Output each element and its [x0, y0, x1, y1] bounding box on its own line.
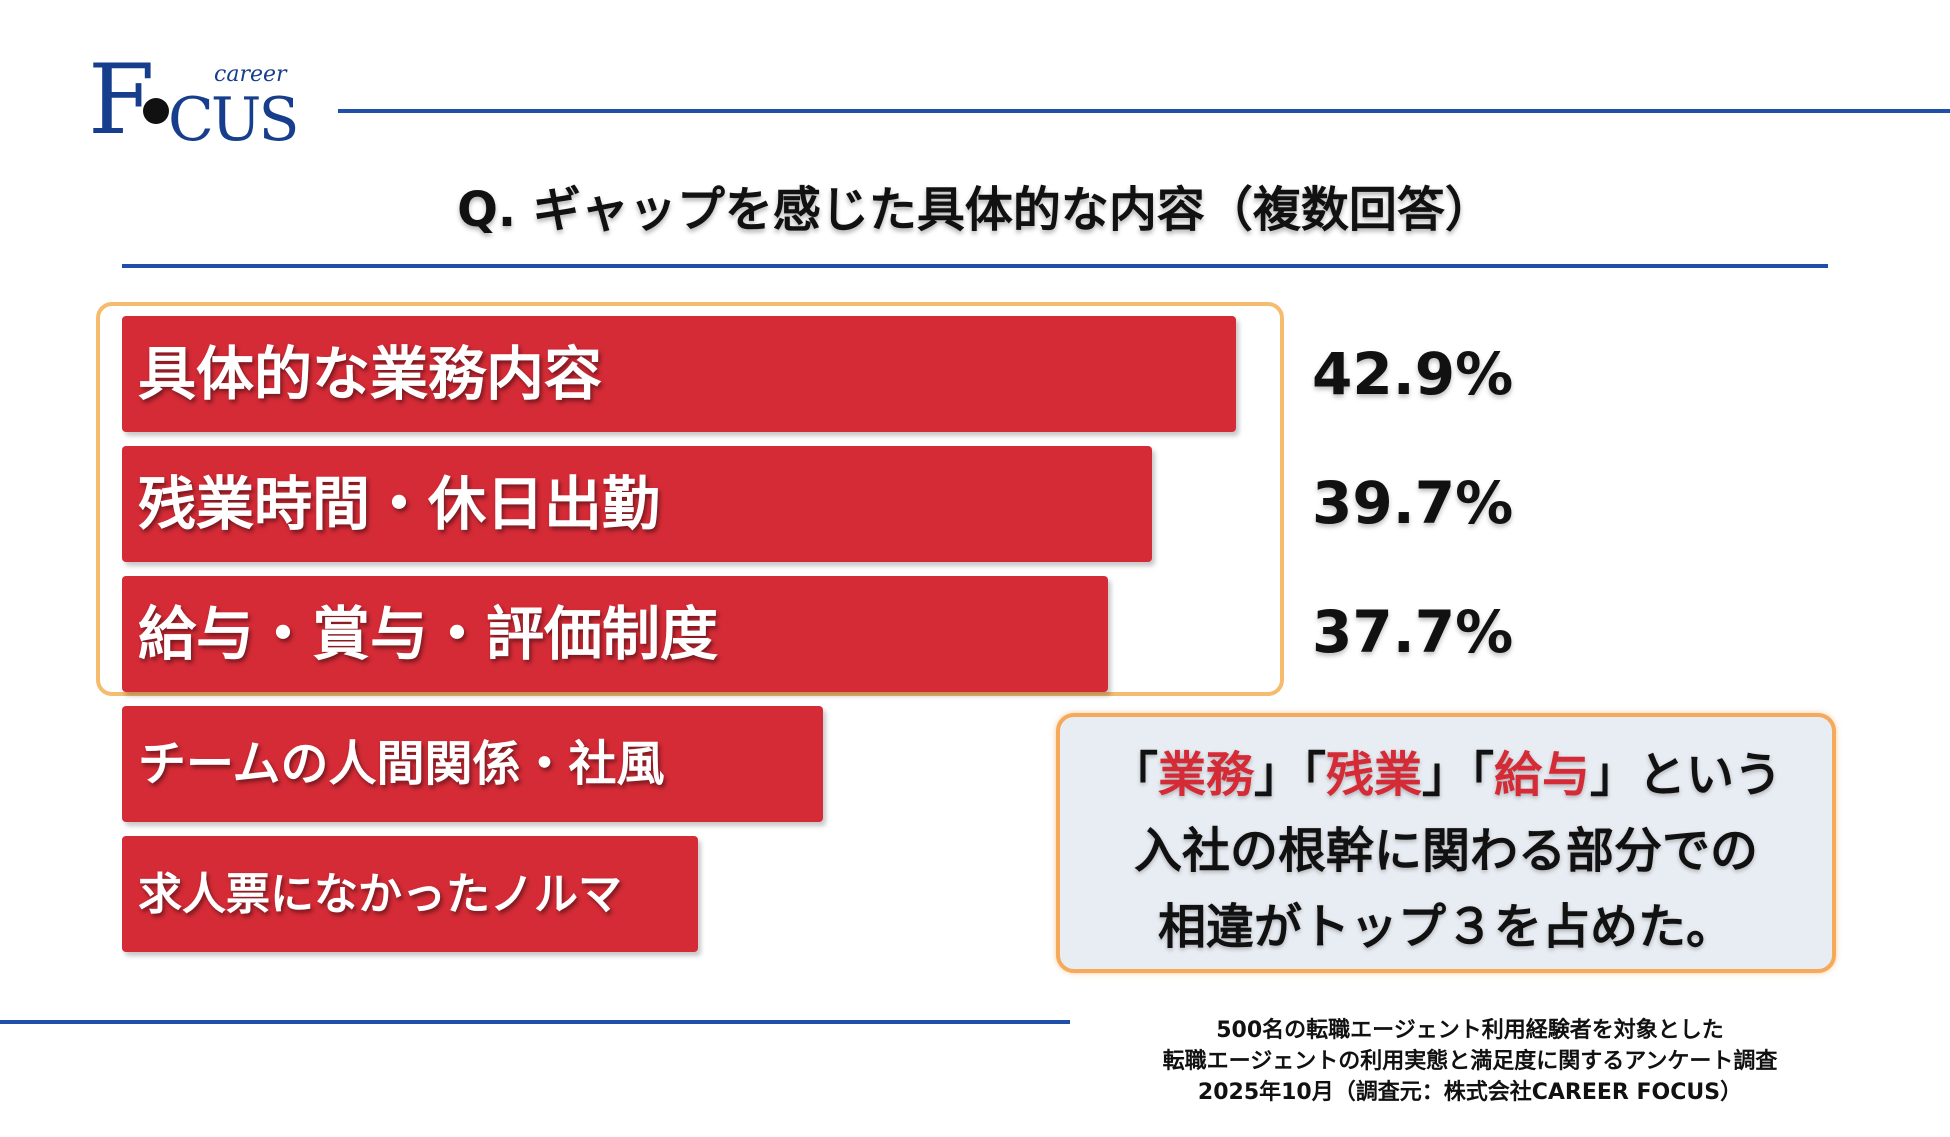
bar-label-salary: 給与・賞与・評価制度 — [138, 600, 719, 668]
callout-line-3: 相違がトップ３を占めた。 — [1157, 899, 1734, 955]
callout-keyword-salary: 給与 — [1494, 747, 1591, 803]
callout-bracket: 」「 — [1253, 747, 1326, 803]
logo-cus-text: CUS — [168, 85, 300, 155]
bar-label-team-culture: チームの人間関係・社風 — [138, 736, 665, 792]
logo-dot — [143, 98, 169, 124]
bar-label-quota: 求人票になかったノルマ — [138, 869, 622, 920]
logo-career-text: career — [214, 62, 287, 87]
chart-title: Q. ギャップを感じた具体的な内容（複数回答） — [457, 182, 1493, 238]
bar-job-content — [122, 316, 1236, 432]
footer-rule — [0, 1020, 1070, 1024]
source-note: 500名の転職エージェント利用経験者を対象とした 転職エージェントの利用実態と満… — [1075, 1015, 1865, 1108]
value-label-job-content: 42.9% — [1312, 340, 1514, 408]
bar-salary — [122, 576, 1108, 692]
title-underline — [122, 264, 1828, 268]
callout-line1-end: 」という — [1590, 747, 1783, 803]
value-label-overtime: 39.7% — [1312, 469, 1514, 537]
logo-letter-f: F — [88, 44, 155, 156]
callout-bracket: 「 — [1109, 747, 1158, 803]
bar-team-culture — [122, 706, 823, 822]
top3-highlight-box — [96, 302, 1284, 696]
value-label-salary: 37.7% — [1312, 598, 1514, 666]
bar-label-overtime: 残業時間・休日出勤 — [138, 470, 661, 538]
header-rule — [338, 109, 1950, 113]
callout-keyword-work: 業務 — [1157, 747, 1254, 803]
summary-callout: 「業務」「残業」「給与」という 入社の根幹に関わる部分での 相違がトップ３を占め… — [1056, 713, 1836, 973]
callout-bracket: 」「 — [1422, 747, 1495, 803]
callout-keyword-overtime: 残業 — [1325, 747, 1422, 803]
source-line-1: 500名の転職エージェント利用経験者を対象とした — [1216, 1018, 1724, 1043]
bar-quota — [122, 836, 698, 952]
source-line-2: 転職エージェントの利用実態と満足度に関するアンケート調査 — [1162, 1049, 1778, 1074]
career-focus-logo: F career CUS — [88, 44, 300, 156]
bar-overtime — [122, 446, 1152, 562]
source-line-3: 2025年10月（調査元：株式会社CAREER FOCUS） — [1197, 1080, 1743, 1105]
bar-label-job-content: 具体的な業務内容 — [138, 340, 603, 408]
callout-line-1: 「業務」「残業」「給与」という — [1060, 737, 1832, 813]
callout-line-2: 入社の根幹に関わる部分での — [1133, 823, 1758, 879]
